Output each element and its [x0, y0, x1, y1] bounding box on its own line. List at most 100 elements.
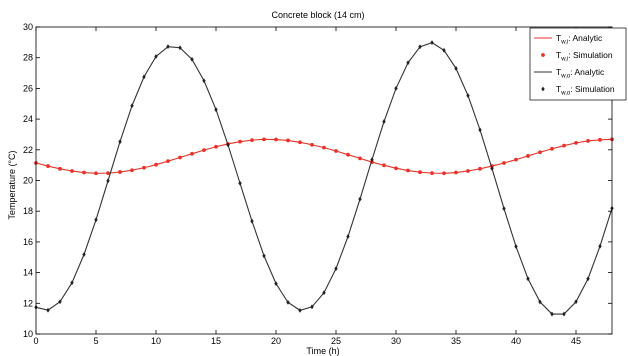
- data-point-marker: [46, 164, 50, 168]
- data-point-marker: [142, 74, 146, 80]
- data-point-marker: [58, 166, 62, 171]
- data-point-marker: [190, 56, 194, 62]
- x-tick-label: 35: [451, 336, 461, 346]
- data-point-marker: [106, 178, 110, 184]
- data-point-marker: [106, 171, 110, 176]
- data-point-marker: [370, 157, 374, 163]
- series-line-0: [35, 138, 613, 174]
- y-axis-label: Temperature (°C): [7, 150, 17, 219]
- data-point-marker: [406, 60, 410, 66]
- y-tick-label: 24: [23, 114, 33, 124]
- data-point-marker: [502, 161, 506, 165]
- data-point-marker: [382, 119, 386, 124]
- data-point-marker: [310, 304, 314, 310]
- data-point-marker: [382, 163, 386, 168]
- data-point-marker: [154, 54, 158, 59]
- data-point-marker: [130, 103, 134, 109]
- data-point-marker: [574, 140, 578, 145]
- data-point-marker: [550, 311, 554, 317]
- x-tick-label: 30: [391, 336, 401, 346]
- data-point-marker: [418, 44, 422, 50]
- data-point-marker: [334, 266, 338, 272]
- data-point-marker: [238, 139, 242, 144]
- data-point-marker: [214, 107, 218, 112]
- y-tick-label: 18: [23, 206, 33, 216]
- data-point-marker: [250, 138, 254, 143]
- data-point-marker: [490, 166, 494, 171]
- data-point-marker: [130, 168, 134, 173]
- y-tick-label: 26: [23, 83, 33, 93]
- legend-label: Tw,o: Simulation: [556, 84, 615, 97]
- data-point-marker: [586, 138, 590, 143]
- data-point-marker: [502, 206, 506, 211]
- data-point-marker: [466, 169, 470, 173]
- legend-swatch: [541, 53, 545, 57]
- data-point-marker: [598, 243, 602, 249]
- data-point-marker: [322, 145, 326, 150]
- data-point-marker: [298, 307, 302, 313]
- y-tick-label: 10: [23, 329, 33, 339]
- data-point-marker: [250, 218, 254, 224]
- data-point-marker: [406, 168, 410, 173]
- data-point-marker: [118, 170, 122, 174]
- data-point-marker: [286, 138, 290, 143]
- data-point-marker: [358, 196, 362, 202]
- x-tick-label: 15: [211, 336, 221, 346]
- x-tick-label: 0: [33, 336, 38, 346]
- data-point-marker: [562, 311, 566, 317]
- chart-title: Concrete block (14 cm): [271, 10, 364, 20]
- data-point-marker: [298, 140, 302, 145]
- data-point-marker: [262, 137, 266, 142]
- data-point-marker: [214, 144, 218, 149]
- data-point-marker: [322, 290, 326, 296]
- y-tick-label: 22: [23, 145, 33, 155]
- data-point-marker: [94, 217, 98, 223]
- y-tick-label: 14: [23, 268, 33, 278]
- data-point-marker: [274, 137, 278, 142]
- data-point-marker: [538, 299, 542, 305]
- data-point-marker: [394, 166, 398, 171]
- y-tick-label: 30: [23, 22, 33, 32]
- data-point-marker: [466, 93, 470, 99]
- x-tick-label: 5: [93, 336, 98, 346]
- data-point-marker: [334, 149, 338, 153]
- legend-label: Tw,i: Simulation: [556, 50, 613, 63]
- data-point-marker: [238, 180, 242, 186]
- data-point-marker: [478, 166, 482, 171]
- axes: 10 12 14 16 18 20 22 24 26 28 30 0 5 10 15 20 25 30 35 40 45: [23, 22, 613, 346]
- data-point-marker: [310, 142, 314, 147]
- data-point-marker: [190, 151, 194, 156]
- data-point-marker: [58, 299, 62, 305]
- data-point-marker: [202, 78, 206, 84]
- data-point-marker: [586, 276, 590, 282]
- x-tick-label: 25: [331, 336, 341, 346]
- legend-box: [529, 27, 627, 101]
- data-point-marker: [562, 143, 566, 148]
- data-point-marker: [526, 154, 530, 158]
- legend-label: Tw,i: Analytic: [556, 33, 603, 46]
- data-point-marker: [574, 299, 578, 305]
- plot-area: [34, 40, 614, 317]
- data-point-marker: [70, 280, 74, 286]
- data-point-marker: [94, 171, 98, 176]
- data-point-marker: [514, 244, 518, 249]
- y-tick-label: 20: [23, 176, 33, 186]
- data-point-marker: [262, 253, 266, 259]
- data-point-marker: [454, 66, 458, 71]
- y-tick-label: 12: [23, 298, 33, 308]
- data-point-marker: [550, 146, 554, 151]
- data-point-marker: [286, 299, 290, 305]
- data-point-marker: [418, 170, 422, 175]
- legend: Tw,i: Analytic Tw,i: Simulation Tw,o: Anal…: [529, 27, 627, 101]
- data-point-marker: [142, 165, 146, 170]
- data-point-marker: [598, 137, 602, 142]
- data-point-marker: [454, 170, 458, 175]
- data-point-marker: [274, 281, 278, 287]
- x-axis-label: Time (h): [306, 346, 339, 356]
- data-point-marker: [178, 155, 182, 160]
- data-point-marker: [442, 171, 446, 176]
- data-point-marker: [394, 86, 398, 91]
- x-tick-label: 10: [151, 336, 161, 346]
- plot-frame: [35, 26, 613, 335]
